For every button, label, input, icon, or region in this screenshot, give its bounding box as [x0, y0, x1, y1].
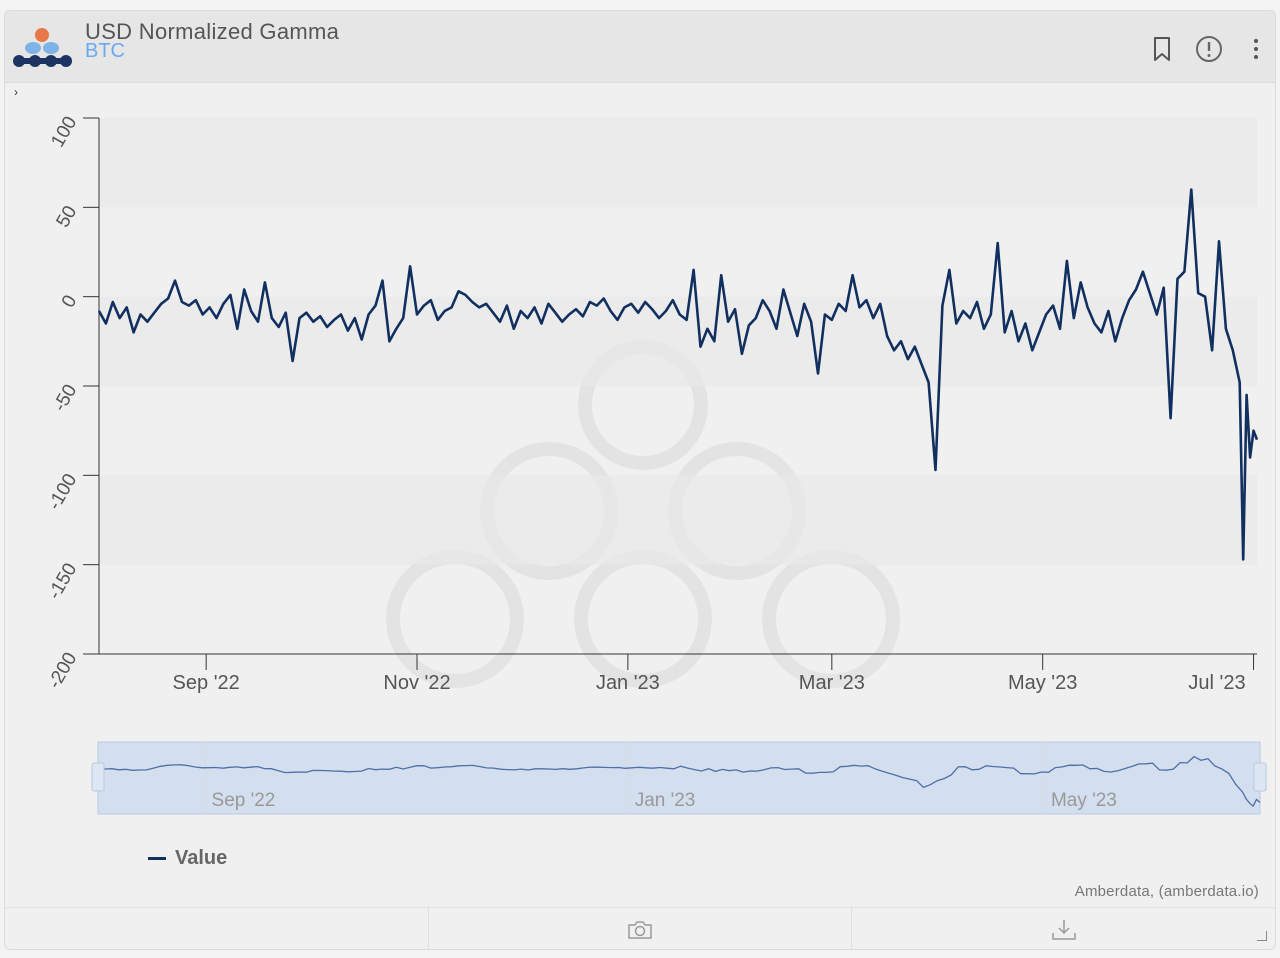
navigator-tick-label: Jan '23 — [635, 790, 696, 811]
legend-label: Value — [175, 847, 228, 869]
navigator-handle-left[interactable] — [91, 762, 105, 792]
y-tick-label: -50 — [49, 381, 81, 415]
x-tick-label: Mar '23 — [799, 672, 865, 694]
bookmark-icon[interactable] — [1151, 35, 1173, 63]
navigator-tick-label: May '23 — [1051, 790, 1117, 811]
x-tick-label: Sep '22 — [173, 672, 240, 694]
navigator-series-line — [97, 755, 1261, 808]
widget-footer — [5, 907, 1275, 949]
plot-band — [99, 118, 1257, 208]
legend-item-value[interactable]: Value — [148, 847, 227, 870]
camera-icon — [628, 920, 652, 939]
y-tick-label: -100 — [44, 470, 81, 513]
x-tick-label: Jul '23 — [1188, 672, 1245, 694]
series-value-line — [97, 188, 1259, 561]
download-icon — [1051, 919, 1076, 940]
plot-band — [99, 475, 1257, 565]
widget-header: USD Normalized Gamma BTC — [5, 11, 1275, 83]
gamma-line-chart: 100 50 0 -50 -100 -150 -200 Sep '22 Nov '22 Jan … — [44, 113, 1267, 815]
chart-title: USD Normalized Gamma — [85, 19, 340, 44]
navigator-tick-label: Sep '22 — [212, 790, 276, 811]
x-tick-label: May '23 — [1008, 672, 1077, 694]
y-tick-label: -200 — [44, 649, 81, 692]
info-icon[interactable] — [1194, 35, 1224, 63]
more-vertical-icon[interactable] — [1250, 35, 1262, 63]
y-tick-label: 100 — [47, 113, 81, 151]
x-tick-label: Nov '22 — [383, 672, 450, 694]
navigator[interactable]: Sep '22 Jan '23 May '23 — [91, 741, 1267, 815]
footer-empty-cell — [5, 908, 429, 949]
y-tick-label: 0 — [58, 292, 81, 312]
resize-handle-icon[interactable] — [1257, 931, 1267, 941]
navigator-handle-right[interactable] — [1253, 762, 1267, 792]
download-button[interactable] — [852, 908, 1275, 949]
screenshot-button[interactable] — [429, 908, 853, 949]
credits-text[interactable]: Amberdata, (amberdata.io) — [1074, 883, 1259, 900]
chart-widget: USD Normalized Gamma BTC › 100 50 0 -50 -100… — [4, 10, 1276, 950]
y-tick-label: 50 — [53, 202, 82, 231]
navigator-mask[interactable] — [97, 741, 1261, 815]
chart-subtitle: BTC — [85, 40, 125, 62]
legend-swatch — [148, 857, 166, 860]
x-tick-label: Jan '23 — [596, 672, 660, 694]
expand-chevron-icon[interactable]: › — [14, 85, 18, 99]
y-tick-label: -150 — [44, 560, 81, 603]
amberdata-logo-icon — [13, 28, 72, 67]
